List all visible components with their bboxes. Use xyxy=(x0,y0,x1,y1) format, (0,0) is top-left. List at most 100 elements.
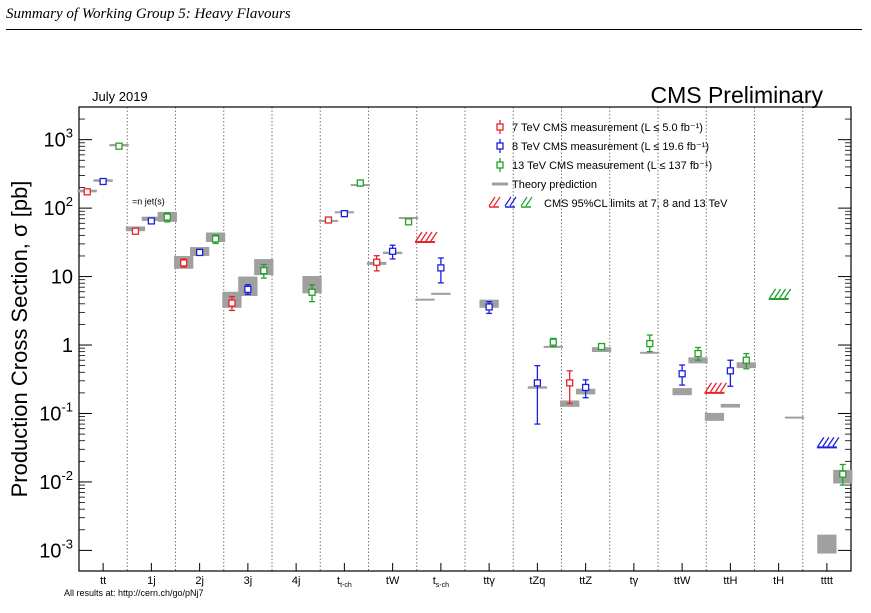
x-tick-label: 4j xyxy=(292,575,301,587)
header-rule xyxy=(6,29,862,30)
x-tick-label: tH xyxy=(773,575,784,587)
data-point xyxy=(324,216,333,224)
data-point xyxy=(195,248,204,257)
limit-marker-hatch xyxy=(714,382,722,393)
limit-marker-hatch xyxy=(704,382,712,393)
data-point xyxy=(581,383,590,392)
results-link-note: All results at: http://cern.ch/go/pNj7 xyxy=(64,588,204,598)
x-tick-label: ttγ xyxy=(483,575,495,587)
data-point xyxy=(115,142,123,150)
legend-marker xyxy=(496,142,504,150)
limit-marker-hatch xyxy=(779,288,787,299)
data-point xyxy=(646,339,654,348)
x-tick-label: tZq xyxy=(529,575,545,587)
data-point xyxy=(147,217,156,225)
x-tick-label: ts-ch xyxy=(433,575,449,589)
legend-marker xyxy=(496,123,504,131)
theory-band xyxy=(704,412,725,421)
x-tick-label: ttZ xyxy=(579,575,592,587)
data-point xyxy=(839,470,847,478)
data-point xyxy=(549,338,557,346)
legend-entry-text: 7 TeV CMS measurement (L ≤ 5.0 fb⁻¹) xyxy=(512,122,703,134)
limit-marker-hatch xyxy=(822,436,830,447)
limit-marker-hatch xyxy=(430,231,438,242)
limit-marker-hatch xyxy=(832,436,840,447)
legend-limit-hatch xyxy=(493,196,501,207)
data-point xyxy=(260,267,268,275)
theory-band xyxy=(431,292,451,295)
theory-band xyxy=(672,388,692,396)
y-axis-title: Production Cross Section, σ [pb] xyxy=(7,181,32,498)
legend-limit-hatch xyxy=(525,196,533,207)
x-tick-label: ttH xyxy=(723,575,737,587)
x-tick-label: tttt xyxy=(821,575,833,587)
data-point xyxy=(404,218,413,226)
data-point xyxy=(597,342,606,351)
data-point xyxy=(726,367,735,375)
legend-entry-text: 13 TeV CMS measurement (L ≤ 137 fb⁻¹) xyxy=(512,160,712,172)
experiment-label: CMS Preliminary xyxy=(650,82,823,108)
data-point xyxy=(244,285,252,294)
data-point xyxy=(308,288,316,296)
data-point xyxy=(566,379,574,387)
x-tick-label: tγ xyxy=(630,575,639,587)
jet-annotation: =n jet(s) xyxy=(132,197,165,207)
data-point xyxy=(340,210,349,218)
data-point xyxy=(228,299,236,307)
x-tick-label: 2j xyxy=(195,575,204,587)
legend-limit-hatch xyxy=(504,196,512,207)
x-tick-label: ttW xyxy=(674,575,691,587)
x-tick-label: 1j xyxy=(147,575,156,587)
data-point xyxy=(678,370,686,378)
legend-limit-hatch xyxy=(488,196,496,207)
data-point xyxy=(356,179,364,187)
x-tick-label: 3j xyxy=(244,575,253,587)
limit-marker-hatch xyxy=(774,288,782,299)
theory-band xyxy=(720,403,741,408)
legend-entry-text: CMS 95%CL limits at 7, 8 and 13 TeV xyxy=(544,198,728,210)
y-tick-label: 10-2 xyxy=(39,468,73,494)
theory-band xyxy=(398,217,419,220)
theory-band xyxy=(415,298,435,301)
data-point xyxy=(211,235,220,243)
data-point xyxy=(180,259,188,267)
legend-entry-text: Theory prediction xyxy=(512,179,597,191)
date-label: July 2019 xyxy=(92,89,148,104)
data-point xyxy=(131,227,140,235)
plot-frame xyxy=(78,106,852,572)
section-header: Summary of Working Group 5: Heavy Flavou… xyxy=(6,6,291,22)
y-tick-label: 10 xyxy=(51,267,73,289)
legend-limit-hatch xyxy=(520,196,528,207)
legend-theory-swatch xyxy=(492,182,508,186)
legend-entry-text: 8 TeV CMS measurement (L ≤ 19.6 fb⁻¹) xyxy=(512,141,709,153)
data-point xyxy=(99,177,107,186)
theory-band xyxy=(817,534,837,554)
legend-marker xyxy=(496,161,504,169)
limit-marker-hatch xyxy=(425,231,433,242)
y-tick-label: 10-3 xyxy=(39,536,73,562)
theory-band xyxy=(784,416,805,419)
x-tick-label: tW xyxy=(386,575,400,587)
limit-marker-hatch xyxy=(415,231,423,242)
theory-band xyxy=(640,351,660,354)
data-point xyxy=(388,247,397,255)
limit-marker-hatch xyxy=(784,288,792,299)
data-point xyxy=(373,258,381,266)
data-point xyxy=(437,264,445,272)
limit-marker-hatch xyxy=(817,436,825,447)
limit-marker-hatch xyxy=(719,382,727,393)
data-point xyxy=(83,188,91,196)
limit-marker-hatch xyxy=(769,288,777,299)
data-point xyxy=(485,303,493,311)
limit-marker-hatch xyxy=(709,382,717,393)
x-tick-label: tt-ch xyxy=(337,575,352,589)
x-tick-label: tt xyxy=(100,575,106,587)
limit-marker-hatch xyxy=(420,231,428,242)
data-point xyxy=(533,379,542,387)
data-point xyxy=(742,356,750,364)
legend-limit-hatch xyxy=(509,196,517,207)
y-tick-label: 10-1 xyxy=(39,399,73,425)
data-point xyxy=(163,213,171,221)
data-point xyxy=(694,349,702,358)
